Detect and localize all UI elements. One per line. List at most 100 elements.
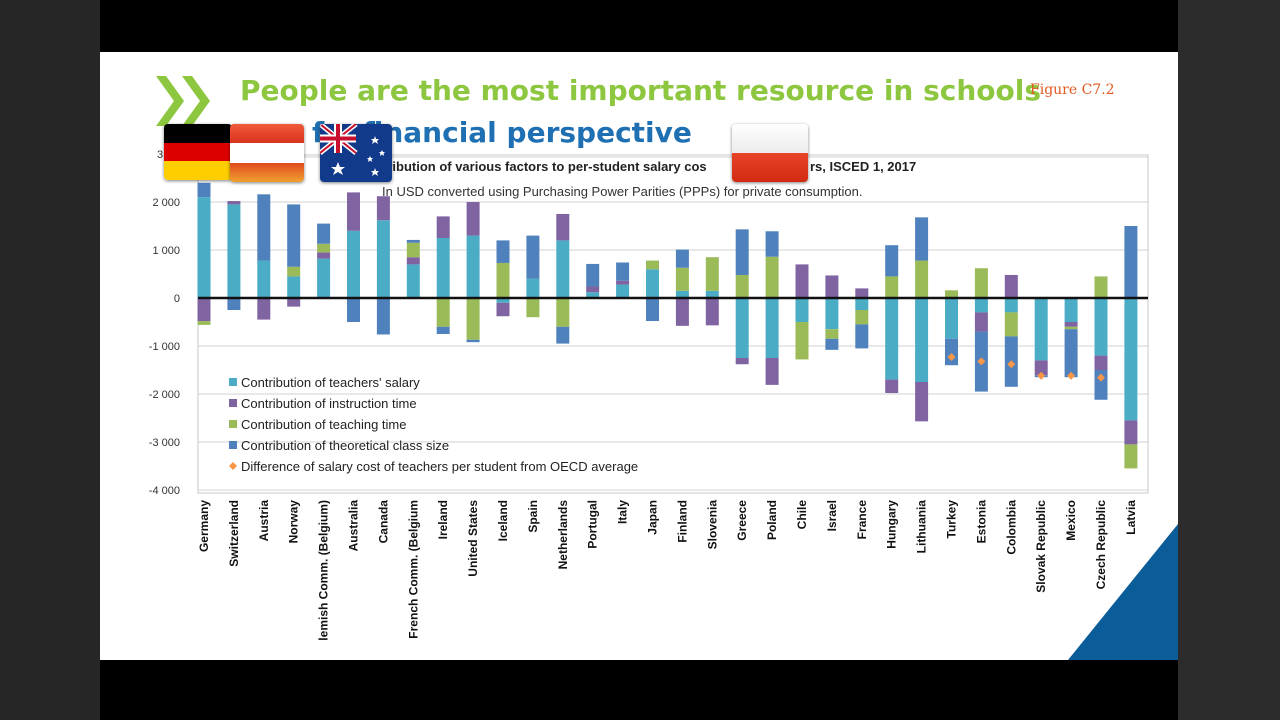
bar-segment-s1-french-comm-belgium (406, 264, 420, 298)
x-tick-label: Slovak Republic (1034, 500, 1048, 593)
x-tick-label: Mexico (1064, 500, 1078, 541)
x-tick-label: Lithuania (915, 500, 929, 554)
bar-segment-s1-slovak-republic (1034, 298, 1048, 361)
y-axis-tick-labels: -4 000 -3 000 -2 000 -1 000 0 1 000 2 000 (149, 197, 180, 497)
poland-flag-icon (732, 124, 808, 182)
x-tick-label: Ireland (436, 500, 450, 539)
chart-legend: Contribution of teachers' salary Contribu… (229, 375, 638, 474)
x-tick-label: Portugal (586, 500, 600, 549)
presentation-slide: -4 000 -3 000 -2 000 -1 000 0 1 000 2 000 3 Ge… (100, 52, 1178, 660)
bar-segment-s4-hungary (885, 245, 899, 277)
left-frame-border (0, 0, 100, 720)
bar-segment-s2-netherlands (556, 214, 570, 241)
bar-segment-s4-latvia (1124, 226, 1138, 298)
top-letterbox-bar (100, 0, 1178, 52)
australia-flag-icon (320, 124, 392, 182)
bar-segment-s3-ireland (436, 298, 450, 327)
bar-segment-s1-colombia (1004, 298, 1018, 313)
bar-segment-s2-australia (347, 192, 360, 231)
legend-label: Contribution of instruction time (241, 396, 417, 411)
bar-segment-s1-poland (765, 298, 779, 358)
bar-segment-s1-netherlands (556, 240, 570, 298)
bar-segment-s1-portugal (586, 292, 600, 298)
oecd-difference-markers (947, 353, 1105, 382)
bar-segment-s2-ireland (436, 216, 450, 238)
bar-segment-s4-japan (646, 298, 659, 322)
bar-segment-s2-portugal (586, 286, 600, 293)
x-tick-label: Finland (675, 500, 689, 543)
bar-segment-s2-switzerland (227, 201, 241, 205)
y-tick-label: 1 000 (152, 245, 180, 257)
bar-segment-s2-mexico (1064, 322, 1078, 327)
x-tick-label: France (855, 500, 869, 540)
x-tick-label: Austria (257, 500, 271, 542)
bar-segment-s1-turkey (945, 298, 958, 339)
legend-label: Contribution of teaching time (241, 417, 406, 432)
y-axis-tick-label-partial: 3 (157, 149, 163, 161)
y-tick-label: 0 (174, 293, 180, 305)
bar-segment-s1-israel (825, 298, 839, 330)
bar-segment-s1-germany (197, 197, 211, 298)
oecd-difference-marker (1037, 371, 1046, 380)
bar-segment-s1-spain (526, 278, 540, 298)
bar-segment-s1-ireland (436, 238, 450, 298)
bar-segment-s1-slovenia (705, 290, 719, 298)
oecd-chevron-logo-icon (156, 76, 210, 126)
oecd-difference-marker (1007, 360, 1016, 369)
bar-segment-s3-colombia (1004, 312, 1018, 337)
legend-marker (229, 462, 237, 470)
bar-segment-s3-latvia (1124, 444, 1138, 469)
bar-segment-s3-mexico (1064, 326, 1078, 330)
bar-segment-s2-czech-republic (1094, 355, 1108, 370)
bar-segment-s2-slovak-republic (1034, 360, 1048, 376)
x-tick-label: French Comm. (Belgium (406, 500, 420, 639)
bar-segment-s3-poland (765, 256, 779, 298)
bar-segment-s1-estonia (974, 298, 988, 313)
bar-segment-s1-greece (735, 298, 749, 358)
bar-segment-s4-portugal (586, 263, 600, 287)
legend-swatch (229, 441, 237, 449)
chart-title: tribution of various factors to per-stud… (383, 159, 707, 174)
bar-segment-s2-austria (257, 298, 271, 320)
bar-segment-s2-canada (376, 196, 390, 221)
legend-label: Contribution of teachers' salary (241, 375, 420, 390)
title-line-2-main: a financial perspective (333, 116, 692, 149)
bar-segment-s1-norway (287, 276, 301, 298)
bar-segment-s4-spain (526, 235, 540, 279)
bar-segment-s2-iceland (496, 302, 510, 317)
bar-segment-s4-norway (287, 204, 301, 267)
x-tick-label: Czech Republic (1094, 500, 1108, 590)
x-tick-label: Turkey (945, 500, 959, 539)
bar-segment-s2-united-states (466, 202, 480, 236)
legend-label: Difference of salary cost of teachers pe… (241, 459, 638, 474)
bar-segment-s4-france (855, 324, 869, 349)
bar-segment-s2-norway (287, 298, 301, 307)
bottom-letterbox-bar (100, 660, 1178, 720)
x-axis-category-labels: Germany Switzerland Austria Norway lemish Co… (197, 500, 1138, 641)
bar-segment-s4-greece (735, 229, 749, 275)
bar-segment-s1-latvia (1124, 298, 1138, 421)
bar-segment-s1-finland (675, 290, 689, 298)
bar-segment-s4-australia (347, 298, 360, 322)
bar-segment-s3-estonia (974, 268, 988, 298)
bar-segment-s1-japan (646, 269, 659, 298)
bar-segment-s3-spain (526, 298, 540, 318)
bar-segment-s3-norway (287, 266, 301, 277)
figure-label: Figure C7.2 (1030, 82, 1115, 98)
slide-title-line-2: f a financial perspective (240, 116, 692, 149)
bar-segment-s1-austria (257, 260, 271, 298)
x-tick-label: Norway (287, 500, 301, 544)
austria-flag-icon (230, 124, 304, 182)
bar-segment-s1-lemish-comm-belgium (317, 258, 331, 298)
bar-segment-s3-lithuania (915, 260, 929, 298)
bar-segment-s4-austria (257, 194, 271, 261)
bar-segment-s3-slovenia (705, 257, 719, 291)
x-tick-label: Germany (197, 500, 211, 552)
bar-segment-s2-france (855, 288, 869, 298)
oecd-difference-marker (1067, 371, 1076, 380)
bar-segment-s1-iceland (496, 298, 510, 303)
bar-segment-s4-finland (675, 249, 689, 268)
bar-segment-s1-australia (347, 230, 360, 298)
bar-segment-s1-mexico (1064, 298, 1078, 322)
bar-segment-s4-lemish-comm-belgium (317, 223, 331, 244)
